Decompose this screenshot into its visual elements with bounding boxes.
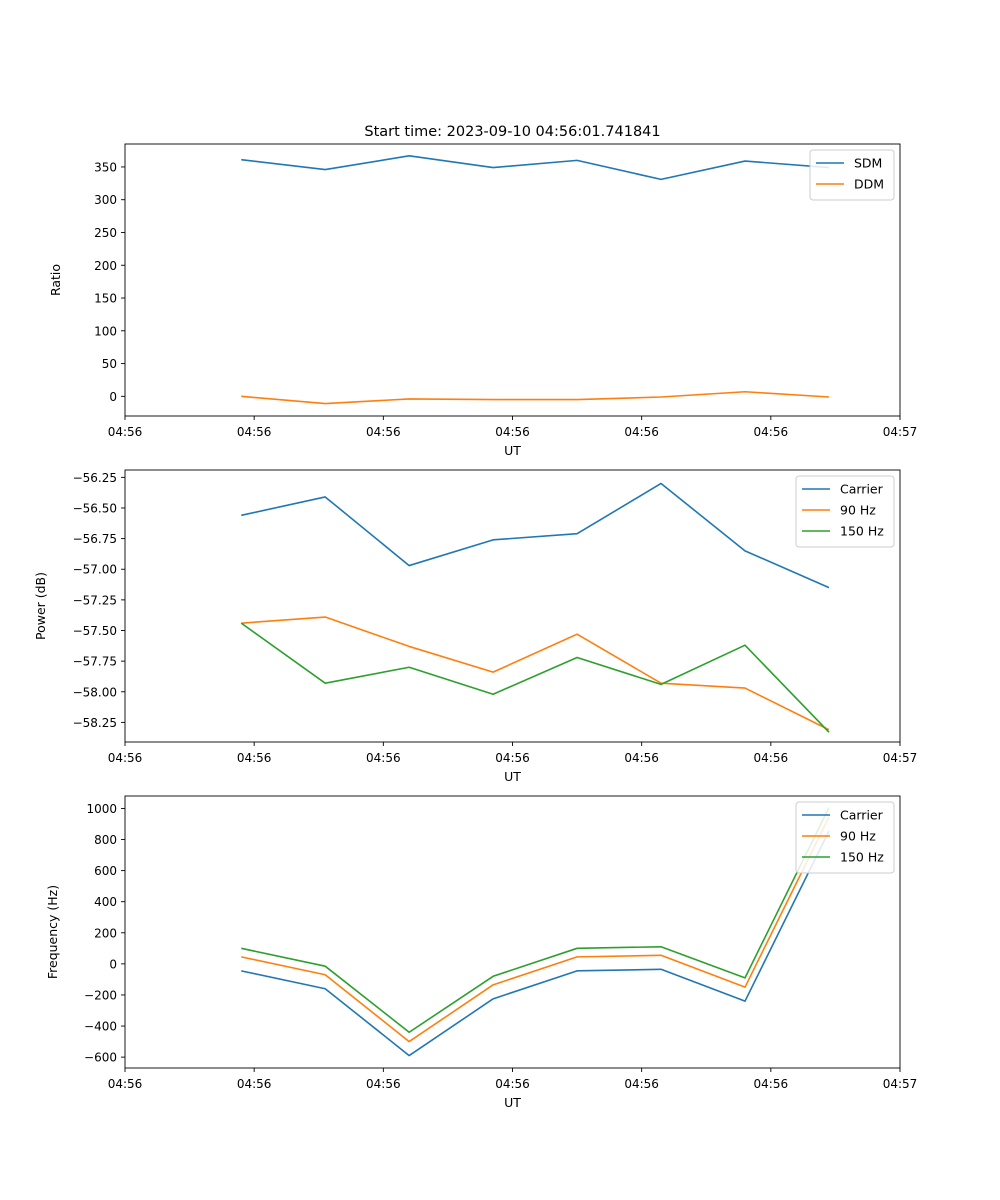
y-tick-label: 200 bbox=[94, 926, 117, 940]
legend: SDM DDM bbox=[809, 149, 895, 201]
y-tick-label: 200 bbox=[94, 259, 117, 273]
x-tick-label: 04:56 bbox=[495, 425, 530, 439]
x-tick-label: 04:57 bbox=[883, 425, 918, 439]
y-tick-label: −57.25 bbox=[73, 593, 117, 607]
x-tick-label: 04:57 bbox=[883, 751, 918, 765]
legend-label: 90 Hz bbox=[840, 829, 876, 844]
x-tick-label: 04:56 bbox=[624, 751, 659, 765]
x-tick-label: 04:56 bbox=[237, 751, 272, 765]
y-tick-label: 300 bbox=[94, 193, 117, 207]
x-axis-label: UT bbox=[504, 443, 521, 458]
legend-label: 150 Hz bbox=[840, 524, 884, 539]
x-tick-label: 04:56 bbox=[366, 1077, 401, 1091]
legend-label: Carrier bbox=[840, 808, 884, 823]
y-tick-label: −56.75 bbox=[73, 532, 117, 546]
x-tick-label: 04:56 bbox=[624, 425, 659, 439]
y-tick-label: 1000 bbox=[86, 802, 117, 816]
y-tick-label: 400 bbox=[94, 895, 117, 909]
axes-frame bbox=[124, 795, 901, 1069]
x-tick-label: 04:56 bbox=[495, 751, 530, 765]
y-axis-label: Ratio bbox=[48, 264, 63, 296]
legend-label: 90 Hz bbox=[840, 503, 876, 518]
y-tick-label: −58.25 bbox=[73, 716, 117, 730]
legend-label: 150 Hz bbox=[840, 850, 884, 865]
y-tick-label: −58.00 bbox=[73, 685, 117, 699]
series-line-90-hz bbox=[241, 816, 830, 1043]
y-axis-label: Frequency (Hz) bbox=[45, 885, 60, 979]
x-tick-label: 04:57 bbox=[883, 1077, 918, 1091]
y-tick-label: 150 bbox=[94, 292, 117, 306]
series-line-150-hz bbox=[241, 807, 830, 1034]
x-axis-label: UT bbox=[504, 1095, 521, 1110]
series-line-carrier bbox=[241, 830, 830, 1057]
y-tick-label: −600 bbox=[84, 1051, 117, 1065]
series-line-carrier bbox=[241, 482, 830, 589]
legend-label: Carrier bbox=[840, 482, 884, 497]
axes-frame bbox=[124, 469, 901, 743]
series-line-ddm bbox=[241, 390, 830, 405]
series-line-sdm bbox=[241, 155, 830, 181]
legend-box bbox=[795, 475, 895, 548]
x-tick-label: 04:56 bbox=[754, 1077, 789, 1091]
x-tick-label: 04:56 bbox=[624, 1077, 659, 1091]
x-tick-label: 04:56 bbox=[108, 751, 143, 765]
y-tick-label: 0 bbox=[109, 957, 117, 971]
subplot-3: 04:56 04:56 04:56 04:56 04:56 04:56 04:57 −600 −… bbox=[45, 795, 918, 1110]
x-tick-label: 04:56 bbox=[366, 425, 401, 439]
subplot-panels: 04:56 04:56 04:56 04:56 04:56 04:56 04:57 0 50 10… bbox=[33, 143, 918, 1110]
y-axis-label: Power (dB) bbox=[33, 572, 48, 640]
axes-frame bbox=[124, 143, 901, 417]
y-tick-label: −400 bbox=[84, 1020, 117, 1034]
x-tick-label: 04:56 bbox=[237, 1077, 272, 1091]
y-tick-label: −56.25 bbox=[73, 471, 117, 485]
x-tick-label: 04:56 bbox=[237, 425, 272, 439]
legend: Carrier 90 Hz 150 Hz bbox=[795, 475, 895, 548]
x-tick-label: 04:56 bbox=[754, 751, 789, 765]
y-tick-label: 800 bbox=[94, 833, 117, 847]
legend-label: DDM bbox=[854, 177, 884, 192]
figure-title: Start time: 2023-09-10 04:56:01.741841 bbox=[364, 124, 660, 140]
y-tick-label: −57.00 bbox=[73, 563, 117, 577]
series-line-90-hz bbox=[241, 616, 830, 731]
subplot-1: 04:56 04:56 04:56 04:56 04:56 04:56 04:57 0 50 10… bbox=[48, 143, 918, 458]
y-tick-label: −57.50 bbox=[73, 624, 117, 638]
subplot-2: 04:56 04:56 04:56 04:56 04:56 04:56 04:57 −58.2… bbox=[33, 469, 918, 784]
x-tick-label: 04:56 bbox=[366, 751, 401, 765]
x-tick-label: 04:56 bbox=[108, 1077, 143, 1091]
y-tick-label: −200 bbox=[84, 988, 117, 1002]
legend-label: SDM bbox=[854, 156, 882, 171]
legend: Carrier 90 Hz 150 Hz bbox=[795, 801, 895, 874]
y-tick-label: −57.75 bbox=[73, 655, 117, 669]
y-tick-label: 0 bbox=[109, 390, 117, 404]
y-tick-label: −56.50 bbox=[73, 501, 117, 515]
x-axis-label: UT bbox=[504, 769, 521, 784]
series-line-150-hz bbox=[240, 622, 830, 733]
x-tick-label: 04:56 bbox=[108, 425, 143, 439]
legend-box bbox=[795, 801, 895, 874]
y-tick-label: 100 bbox=[94, 324, 117, 338]
y-tick-label: 50 bbox=[102, 357, 117, 371]
y-tick-label: 250 bbox=[94, 226, 117, 240]
y-tick-label: 600 bbox=[94, 864, 117, 878]
x-tick-label: 04:56 bbox=[495, 1077, 530, 1091]
y-tick-label: 350 bbox=[94, 160, 117, 174]
x-tick-label: 04:56 bbox=[754, 425, 789, 439]
